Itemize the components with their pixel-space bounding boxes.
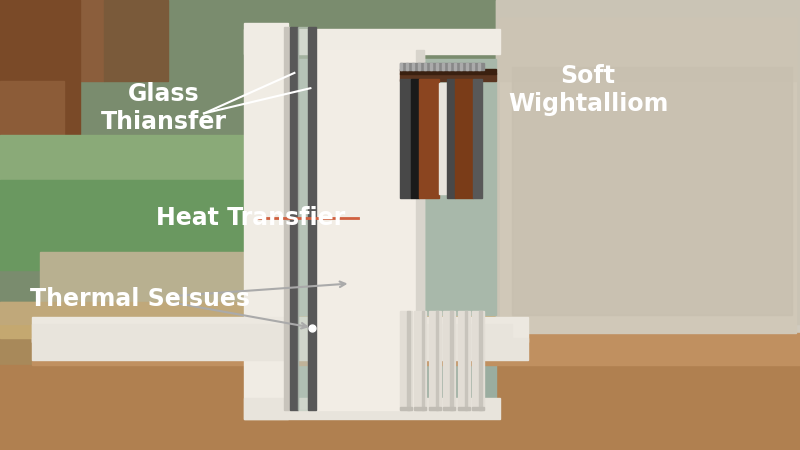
Bar (400, 407, 412, 410)
Bar (288, 335, 496, 398)
Bar (416, 50, 424, 410)
Bar (466, 63, 469, 70)
Bar (442, 63, 445, 70)
Bar (0, 180, 320, 270)
Bar (308, 27, 316, 410)
Bar (414, 310, 426, 410)
Bar (32, 317, 528, 342)
Bar (412, 63, 414, 70)
Bar (418, 63, 421, 70)
Bar (400, 63, 484, 70)
Text: Soft
Wightalliom: Soft Wightalliom (508, 64, 668, 116)
Text: Heat Transfier: Heat Transfier (156, 206, 346, 230)
Bar (316, 50, 424, 410)
Bar (0, 302, 320, 324)
Bar (450, 310, 453, 410)
Bar (400, 310, 412, 410)
Bar (406, 63, 408, 70)
Bar (454, 63, 456, 70)
Bar (32, 338, 528, 360)
Bar (424, 63, 426, 70)
Bar (414, 407, 426, 410)
Bar (472, 63, 474, 70)
Bar (32, 324, 512, 342)
Bar (0, 364, 800, 450)
Bar (473, 79, 482, 198)
Bar (400, 79, 411, 198)
Bar (512, 68, 792, 315)
Bar (436, 63, 438, 70)
Bar (447, 79, 455, 198)
Bar (290, 27, 298, 410)
Bar (244, 22, 288, 418)
Bar (400, 63, 402, 70)
Bar (478, 63, 480, 70)
Bar (0, 324, 800, 450)
Bar (500, 18, 796, 81)
Bar (458, 407, 470, 410)
Bar (455, 79, 473, 198)
Text: Thermal Selsues: Thermal Selsues (30, 287, 250, 311)
Bar (430, 63, 432, 70)
Bar (496, 0, 800, 450)
Bar (40, 252, 320, 324)
Bar (400, 69, 496, 74)
Bar (448, 63, 450, 70)
Bar (244, 29, 500, 54)
Bar (0, 135, 320, 202)
Bar (32, 333, 800, 364)
Bar (0, 81, 64, 171)
Bar (443, 310, 455, 410)
Bar (104, 0, 168, 81)
Bar (472, 407, 484, 410)
Bar (472, 310, 484, 410)
Bar (422, 310, 424, 410)
Bar (458, 310, 470, 410)
Bar (439, 83, 447, 194)
Bar (284, 27, 290, 410)
Bar (429, 407, 441, 410)
Bar (465, 310, 467, 410)
Bar (443, 407, 455, 410)
Bar (419, 79, 439, 198)
Bar (0, 0, 104, 81)
Bar (496, 0, 800, 324)
Bar (298, 27, 308, 410)
Bar (479, 310, 482, 410)
Bar (500, 18, 796, 333)
Bar (407, 310, 410, 410)
Bar (436, 310, 438, 410)
Bar (460, 63, 462, 70)
Bar (0, 0, 80, 135)
Bar (429, 310, 441, 410)
Bar (244, 398, 500, 418)
Bar (288, 58, 496, 315)
Bar (0, 302, 800, 338)
Bar (400, 73, 496, 81)
Text: Glass
Thiansfer: Glass Thiansfer (101, 82, 227, 134)
Bar (411, 79, 419, 198)
